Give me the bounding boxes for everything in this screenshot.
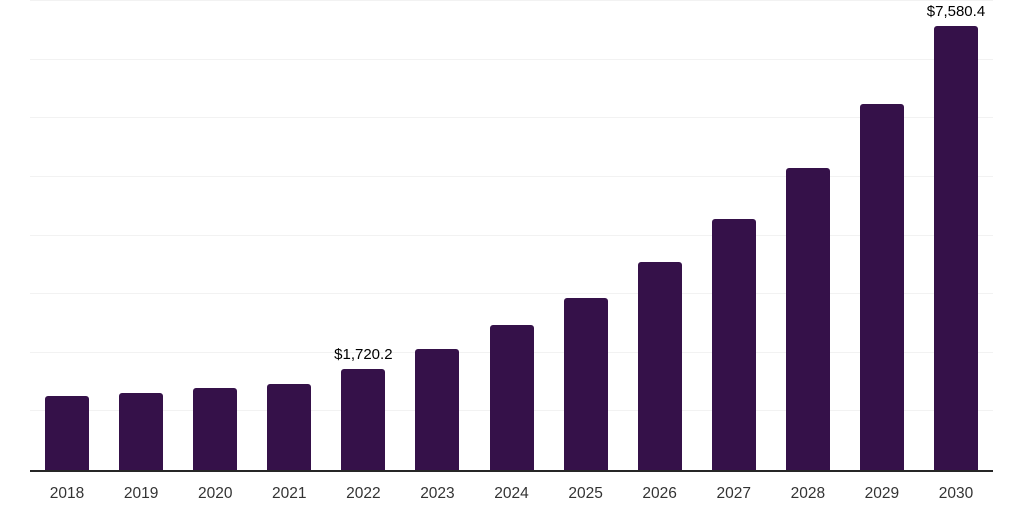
bar-2030 — [933, 25, 978, 470]
bar-2026 — [637, 261, 682, 470]
x-tick-label-2028: 2028 — [790, 485, 826, 502]
bar-2020 — [193, 387, 238, 470]
bar-value-label-2022: $1,720.2 — [334, 346, 393, 364]
x-tick-label-2022: 2022 — [346, 485, 381, 502]
bar-slot-2025 — [549, 1, 623, 470]
x-tick-label-2025: 2025 — [568, 485, 603, 502]
x-tick-label-2020: 2020 — [197, 485, 233, 502]
bar-2028 — [785, 167, 830, 470]
x-tick-label-2019: 2019 — [123, 485, 159, 502]
bar-slot-2030: $7,580.4 — [919, 1, 993, 470]
plot-area: $1,720.2 $7,580.4 — [30, 0, 993, 470]
x-tick-label-2023: 2023 — [420, 485, 455, 502]
gridline — [30, 0, 993, 1]
gridline — [30, 175, 993, 177]
bar-slot-2019 — [104, 1, 178, 470]
bar-2021 — [267, 383, 312, 470]
x-axis-labels: 2018 2019 2020 2021 2022 2023 2024 2025 2026 2027… — [30, 472, 993, 512]
bar-2023 — [415, 348, 460, 470]
x-tick-label-2021: 2021 — [272, 485, 307, 502]
bar-2029 — [859, 103, 904, 470]
bar-slot-2026 — [623, 1, 697, 470]
bar-slot-2020 — [178, 1, 252, 470]
x-tick-label-2024: 2024 — [494, 485, 529, 502]
bar-slot-2022: $1,720.2 — [326, 1, 400, 470]
bar-slot-2018 — [30, 1, 104, 470]
gridline — [30, 234, 993, 236]
x-tick-label-2029: 2029 — [864, 485, 900, 502]
bar-slot-2023 — [400, 1, 474, 470]
bar-2022 — [341, 369, 386, 470]
bar-slot-2028 — [771, 1, 845, 470]
bar-value-label-2030: $7,580.4 — [926, 2, 986, 20]
bar-slot-2024 — [474, 1, 548, 470]
bar-slot-2021 — [252, 1, 326, 470]
x-tick-label-2027: 2027 — [716, 485, 751, 502]
x-axis-line — [30, 470, 993, 472]
bars-row: $1,720.2 $7,580.4 — [30, 1, 993, 470]
bar-slot-2027 — [697, 1, 771, 470]
bar-2027 — [711, 219, 756, 470]
gridline — [30, 293, 993, 295]
gridline — [30, 117, 993, 119]
gridline — [30, 58, 993, 60]
x-tick-label-2018: 2018 — [49, 485, 85, 502]
x-tick-label-2026: 2026 — [642, 485, 677, 502]
bar-slot-2029 — [845, 1, 919, 470]
bar-2025 — [563, 297, 608, 470]
bar-2018 — [45, 395, 90, 470]
bar-2024 — [489, 325, 534, 470]
x-tick-label-2030: 2030 — [938, 485, 974, 502]
bar-2019 — [119, 393, 164, 470]
